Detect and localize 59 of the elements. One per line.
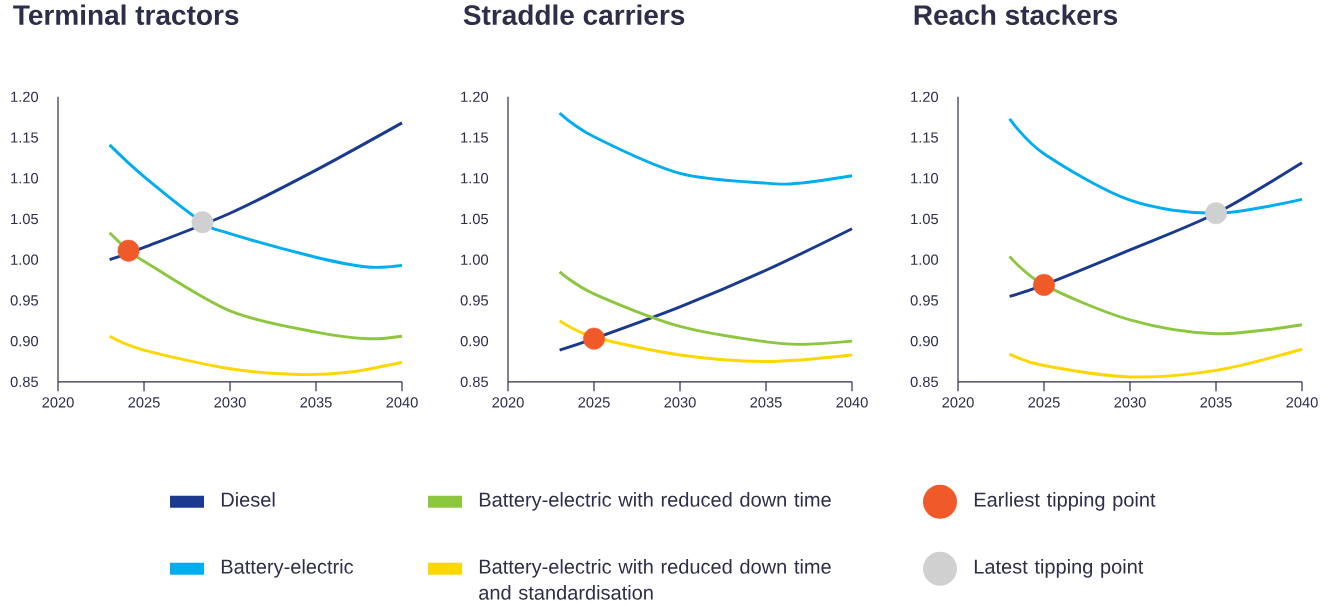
y-tick-label: 1.00 — [11, 254, 39, 265]
x-tick-label: 2035 — [300, 397, 332, 408]
x-tick-label: 2025 — [128, 397, 160, 408]
x-tick-label: 2030 — [214, 397, 246, 408]
line-series — [108, 143, 404, 269]
line-series — [558, 319, 854, 364]
y-tick-label: 0.95 — [460, 295, 488, 306]
x-tick-label: 2025 — [578, 397, 610, 408]
x-tick-label: 2040 — [836, 397, 868, 408]
chart-title: Straddle carriers — [463, 4, 685, 26]
y-tick-label: 1.05 — [461, 213, 488, 225]
chart-title: Reach stackers — [914, 4, 1118, 26]
x-tick-label: 2020 — [42, 397, 74, 408]
y-tick-label: 1.20 — [11, 91, 39, 103]
line-series — [558, 270, 854, 346]
legend-label: Battery-electric with reduced down time and standardisation — [479, 559, 831, 600]
x-tick-label: 2030 — [664, 397, 696, 408]
y-tick-label: 0.90 — [10, 336, 39, 347]
chart-title: Terminal tractors — [13, 4, 239, 26]
line-series — [1008, 161, 1304, 298]
y-tick-label: 0.90 — [460, 336, 489, 347]
x-tick-label: 2025 — [1028, 397, 1060, 408]
y-tick-label: 0.95 — [910, 295, 938, 306]
line-series — [558, 227, 854, 352]
legend-label: Battery-electric with reduced down time — [479, 492, 831, 511]
y-tick-label: 1.00 — [461, 254, 489, 265]
y-tick-label: 1.05 — [911, 213, 938, 225]
y-tick-label: 1.10 — [461, 173, 489, 184]
x-tick-label: 2040 — [386, 397, 418, 408]
y-tick-label: 0.90 — [910, 336, 939, 347]
x-tick-label: 2020 — [492, 397, 524, 408]
line-series — [558, 111, 854, 186]
line-series — [1008, 347, 1304, 379]
y-tick-label: 1.10 — [11, 173, 39, 184]
line-series — [108, 231, 404, 341]
y-tick-label: 1.10 — [911, 173, 939, 184]
legend-label: Battery-electric — [221, 559, 354, 578]
x-tick-label: 2035 — [1200, 397, 1232, 408]
y-tick-label: 1.15 — [461, 132, 488, 143]
legend-label: Diesel — [221, 492, 275, 507]
y-tick-label: 0.85 — [10, 376, 39, 388]
y-tick-label: 1.15 — [11, 132, 39, 143]
legend-label: Earliest tipping point — [974, 492, 1156, 511]
legend-label: Latest tipping point — [974, 559, 1144, 578]
y-tick-label: 0.95 — [10, 295, 39, 306]
y-tick-label: 0.85 — [460, 376, 488, 388]
y-tick-label: 1.20 — [911, 91, 939, 103]
line-series — [1008, 255, 1304, 336]
y-tick-label: 0.85 — [910, 376, 938, 388]
x-tick-label: 2020 — [942, 397, 974, 408]
x-tick-label: 2040 — [1286, 397, 1318, 408]
y-tick-label: 1.20 — [461, 91, 489, 103]
y-tick-label: 1.00 — [911, 254, 939, 265]
line-series — [108, 334, 404, 377]
line-series — [108, 121, 404, 262]
x-tick-label: 2035 — [750, 397, 782, 408]
y-tick-label: 1.15 — [911, 132, 938, 143]
x-tick-label: 2030 — [1114, 397, 1146, 408]
y-tick-label: 1.05 — [11, 213, 39, 225]
